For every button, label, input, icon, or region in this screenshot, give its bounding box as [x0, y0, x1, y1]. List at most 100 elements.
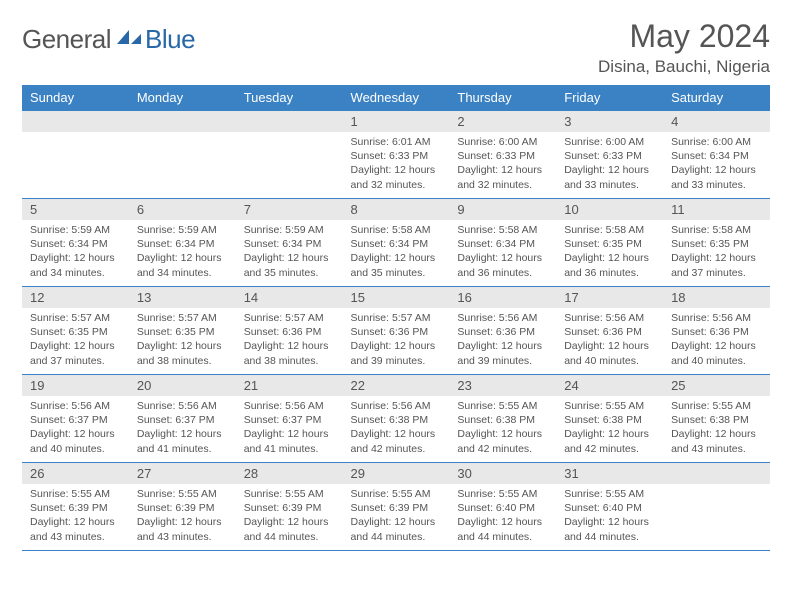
- day-number: 27: [129, 463, 236, 484]
- day-details: Sunrise: 5:55 AMSunset: 6:39 PMDaylight:…: [22, 484, 129, 550]
- brand-part2: Blue: [145, 24, 195, 55]
- day-number: 30: [449, 463, 556, 484]
- sunrise-line: Sunrise: 5:55 AM: [457, 488, 537, 500]
- day-details: Sunrise: 5:59 AMSunset: 6:34 PMDaylight:…: [129, 220, 236, 286]
- daylight-line: Daylight: 12 hours and 38 minutes.: [137, 340, 222, 366]
- day-details: Sunrise: 5:56 AM Sunset: 6:36 PM Daylight:…: [556, 308, 663, 374]
- day-number-empty: [22, 111, 129, 132]
- day-number: 26: [22, 463, 129, 484]
- day-number-empty: [663, 463, 770, 484]
- weekday-header: Sunday: [22, 85, 129, 111]
- calendar-day-cell: 2Sunrise: 6:00 AMSunset: 6:33 PMDaylight…: [449, 111, 556, 199]
- day-number: 22: [343, 375, 450, 396]
- sunset-line: Sunset: 6:34 PM: [137, 238, 215, 250]
- daylight-line: Daylight: 12 hours and 32 minutes.: [457, 164, 542, 190]
- weekday-header: Thursday: [449, 85, 556, 111]
- day-details: Sunrise: 6:00 AMSunset: 6:33 PMDaylight:…: [556, 132, 663, 198]
- daylight-line: Daylight: 12 hours and 33 minutes.: [564, 164, 649, 190]
- calendar-day-cell: 1Sunrise: 6:01 AMSunset: 6:33 PMDaylight…: [343, 111, 450, 199]
- sunset-line: Sunset: 6:36 PM: [457, 326, 535, 338]
- sunset-line: Sunset: 6:36 PM: [351, 326, 429, 338]
- sunset-line: Sunset: 6:38 PM: [351, 414, 429, 426]
- calendar-day-cell: 3Sunrise: 6:00 AMSunset: 6:33 PMDaylight…: [556, 111, 663, 199]
- day-number: 10: [556, 199, 663, 220]
- sunrise-line: Sunrise: 5:57 AM: [351, 312, 431, 324]
- sunset-line: Sunset: 6:37 PM: [244, 414, 322, 426]
- day-number: 31: [556, 463, 663, 484]
- day-details: Sunrise: 5:56 AMSunset: 6:38 PMDaylight:…: [343, 396, 450, 462]
- sunrise-line: Sunrise: 5:56 AM: [30, 400, 110, 412]
- daylight-line: Daylight: 12 hours and 32 minutes.: [351, 164, 436, 190]
- sunrise-line: Sunrise: 6:01 AM: [351, 136, 431, 148]
- calendar-empty-cell: [663, 463, 770, 551]
- day-details: Sunrise: 5:56 AMSunset: 6:37 PMDaylight:…: [236, 396, 343, 462]
- daylight-line: Daylight: 12 hours and 43 minutes.: [30, 516, 115, 542]
- weekday-header: Monday: [129, 85, 236, 111]
- sunset-line: Sunset: 6:39 PM: [244, 502, 322, 514]
- daylight-line: Daylight: 12 hours and 36 minutes.: [564, 252, 649, 278]
- month-title: May 2024: [598, 18, 770, 55]
- calendar-day-cell: 6Sunrise: 5:59 AMSunset: 6:34 PMDaylight…: [129, 199, 236, 287]
- calendar-empty-cell: [129, 111, 236, 199]
- calendar-day-cell: 22Sunrise: 5:56 AMSunset: 6:38 PMDayligh…: [343, 375, 450, 463]
- calendar-week-row: 19Sunrise: 5:56 AMSunset: 6:37 PMDayligh…: [22, 375, 770, 463]
- calendar-day-cell: 31Sunrise: 5:55 AMSunset: 6:40 PMDayligh…: [556, 463, 663, 551]
- day-number: 7: [236, 199, 343, 220]
- day-number: 25: [663, 375, 770, 396]
- day-details: Sunrise: 5:59 AMSunset: 6:34 PMDaylight:…: [236, 220, 343, 286]
- daylight-line: Daylight: 12 hours and 36 minutes.: [457, 252, 542, 278]
- calendar-day-cell: 14Sunrise: 5:57 AMSunset: 6:36 PMDayligh…: [236, 287, 343, 375]
- sunset-line: Sunset: 6:37 PM: [30, 414, 108, 426]
- sunrise-line: Sunrise: 5:58 AM: [564, 224, 644, 236]
- day-details: Sunrise: 5:57 AMSunset: 6:36 PMDaylight:…: [236, 308, 343, 374]
- sunset-line: Sunset: 6:36 PM: [564, 326, 642, 338]
- day-details: Sunrise: 6:00 AMSunset: 6:33 PMDaylight:…: [449, 132, 556, 198]
- weekday-header: Wednesday: [343, 85, 450, 111]
- daylight-line: Daylight: 12 hours and 44 minutes.: [351, 516, 436, 542]
- sunrise-line: Sunrise: 5:58 AM: [457, 224, 537, 236]
- sunrise-line: Sunrise: 5:56 AM: [564, 312, 644, 324]
- brand-part1: General: [22, 24, 111, 55]
- sunset-line: Sunset: 6:34 PM: [671, 150, 749, 162]
- daylight-line: Daylight: 12 hours and 34 minutes.: [30, 252, 115, 278]
- page-header: General Blue May 2024 Disina, Bauchi, Ni…: [22, 18, 770, 77]
- sunrise-line: Sunrise: 5:55 AM: [671, 400, 751, 412]
- calendar-day-cell: 20Sunrise: 5:56 AMSunset: 6:37 PMDayligh…: [129, 375, 236, 463]
- weekday-header: Friday: [556, 85, 663, 111]
- daylight-line: Daylight: 12 hours and 40 minutes.: [564, 340, 649, 366]
- day-number: 2: [449, 111, 556, 132]
- calendar-day-cell: 11Sunrise: 5:58 AMSunset: 6:35 PMDayligh…: [663, 199, 770, 287]
- calendar-day-cell: 29Sunrise: 5:55 AMSunset: 6:39 PMDayligh…: [343, 463, 450, 551]
- day-number: 12: [22, 287, 129, 308]
- calendar-empty-cell: [236, 111, 343, 199]
- day-details: Sunrise: 5:57 AMSunset: 6:36 PMDaylight:…: [343, 308, 450, 374]
- day-details: Sunrise: 5:56 AMSunset: 6:37 PMDaylight:…: [22, 396, 129, 462]
- sunset-line: Sunset: 6:36 PM: [244, 326, 322, 338]
- day-number: 24: [556, 375, 663, 396]
- sunset-line: Sunset: 6:40 PM: [564, 502, 642, 514]
- day-details: Sunrise: 5:55 AMSunset: 6:39 PMDaylight:…: [129, 484, 236, 550]
- sunrise-line: Sunrise: 5:59 AM: [30, 224, 110, 236]
- sunrise-line: Sunrise: 5:57 AM: [30, 312, 110, 324]
- calendar-empty-cell: [22, 111, 129, 199]
- calendar-day-cell: 16Sunrise: 5:56 AMSunset: 6:36 PMDayligh…: [449, 287, 556, 375]
- day-number-empty: [236, 111, 343, 132]
- day-details: Sunrise: 5:55 AMSunset: 6:38 PMDaylight:…: [556, 396, 663, 462]
- calendar-day-cell: 23Sunrise: 5:55 AMSunset: 6:38 PMDayligh…: [449, 375, 556, 463]
- day-details: Sunrise: 5:55 AMSunset: 6:40 PMDaylight:…: [556, 484, 663, 550]
- calendar-day-cell: 25Sunrise: 5:55 AMSunset: 6:38 PMDayligh…: [663, 375, 770, 463]
- sunset-line: Sunset: 6:33 PM: [564, 150, 642, 162]
- daylight-line: Daylight: 12 hours and 44 minutes.: [244, 516, 329, 542]
- daylight-line: Daylight: 12 hours and 40 minutes.: [671, 340, 756, 366]
- calendar-day-cell: 7Sunrise: 5:59 AMSunset: 6:34 PMDaylight…: [236, 199, 343, 287]
- calendar-day-cell: 21Sunrise: 5:56 AMSunset: 6:37 PMDayligh…: [236, 375, 343, 463]
- sunset-line: Sunset: 6:34 PM: [351, 238, 429, 250]
- day-details: Sunrise: 5:55 AMSunset: 6:38 PMDaylight:…: [663, 396, 770, 462]
- daylight-line: Daylight: 12 hours and 42 minutes.: [351, 428, 436, 454]
- sunrise-line: Sunrise: 5:58 AM: [351, 224, 431, 236]
- daylight-line: Daylight: 12 hours and 42 minutes.: [564, 428, 649, 454]
- sunrise-line: Sunrise: 5:56 AM: [457, 312, 537, 324]
- calendar-day-cell: 18Sunrise: 5:56 AMSunset: 6:36 PMDayligh…: [663, 287, 770, 375]
- sunrise-line: Sunrise: 5:55 AM: [564, 488, 644, 500]
- day-details: Sunrise: 5:55 AMSunset: 6:40 PMDaylight:…: [449, 484, 556, 550]
